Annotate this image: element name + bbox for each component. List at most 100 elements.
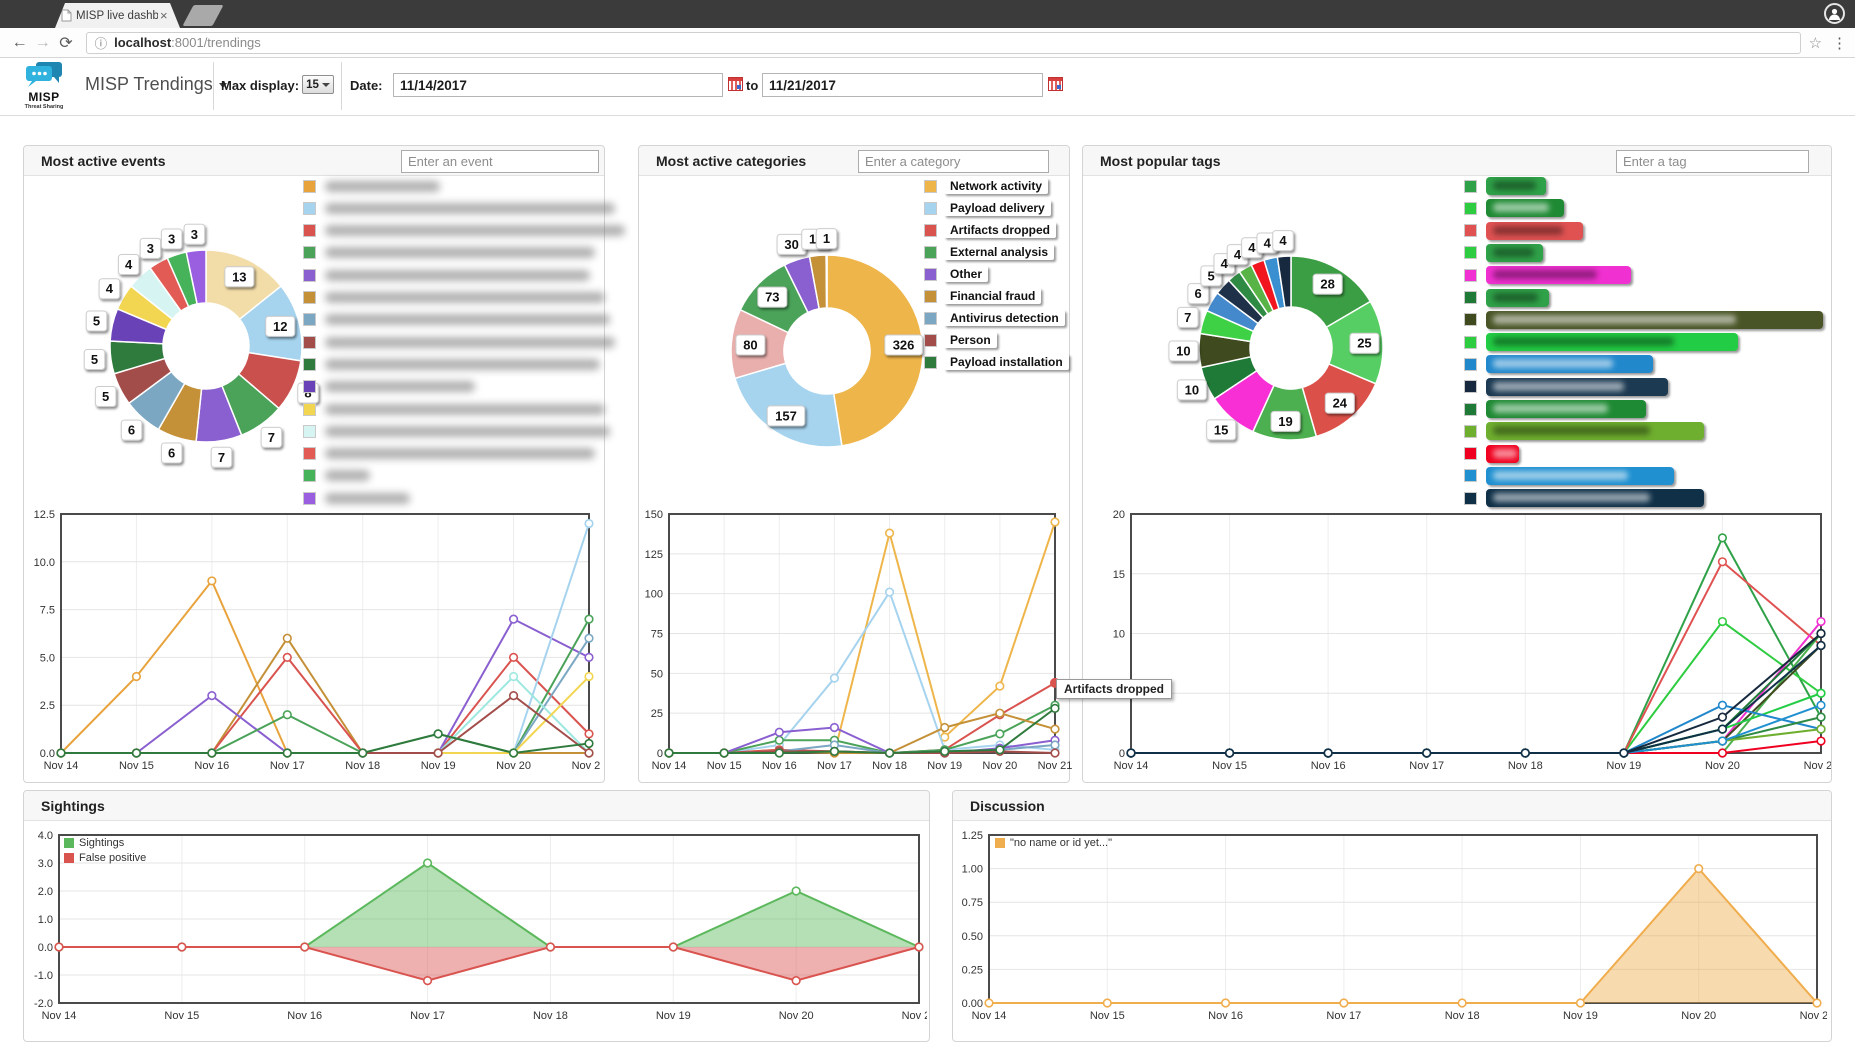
categories-line-chart[interactable]: Nov 14 Nov 15 Nov 16 Nov 17 Nov 18 Nov 19 Nov … xyxy=(641,501,1073,781)
category-legend-item[interactable]: External analysis xyxy=(924,244,1055,260)
page-info-icon[interactable]: ⓘ xyxy=(94,37,108,51)
events-legend-item[interactable] xyxy=(303,223,625,239)
app-title-dropdown[interactable]: MISP Trendings xyxy=(85,74,227,95)
svg-text:6: 6 xyxy=(128,423,135,438)
date-to-input[interactable] xyxy=(762,73,1043,97)
tag-legend-item[interactable] xyxy=(1464,333,1738,352)
legend-item[interactable]: False positive xyxy=(64,852,146,864)
events-legend-item[interactable] xyxy=(303,200,615,216)
forward-button[interactable]: → xyxy=(34,33,51,51)
events-legend-item[interactable] xyxy=(303,423,610,439)
events-legend-item[interactable] xyxy=(303,446,595,462)
tab-title: MISP live dashboard xyxy=(76,9,158,22)
category-legend-item[interactable]: Other xyxy=(924,266,989,282)
tag-legend-item[interactable] xyxy=(1464,199,1564,218)
svg-text:Nov 14: Nov 14 xyxy=(42,1010,77,1022)
category-legend-item[interactable]: Payload delivery xyxy=(924,200,1051,216)
tag-legend-item[interactable] xyxy=(1464,355,1653,374)
calendar-icon[interactable] xyxy=(728,77,743,91)
events-donut-chart[interactable]: 13128776655544333 xyxy=(61,201,361,501)
tab-close-icon[interactable]: × xyxy=(160,8,168,23)
max-display-select[interactable]: 15 xyxy=(302,75,334,94)
tag-legend-item[interactable] xyxy=(1464,310,1823,329)
misp-logo[interactable]: MISP Threat Sharing xyxy=(18,61,70,110)
svg-text:15: 15 xyxy=(1113,569,1125,581)
discussion-area-chart[interactable]: Nov 14 Nov 15 Nov 16 Nov 17 Nov 18 Nov 19 Nov … xyxy=(957,829,1827,1029)
tags-line-chart[interactable]: Nov 14 Nov 15 Nov 16 Nov 17 Nov 18 Nov 19 Nov … xyxy=(1096,501,1831,781)
category-legend-item[interactable]: Artifacts dropped xyxy=(924,222,1057,238)
events-legend-item[interactable] xyxy=(303,267,590,283)
svg-text:-2.0: -2.0 xyxy=(34,998,53,1010)
blurred-event-name xyxy=(325,448,595,460)
sightings-area-chart[interactable]: Nov 14 Nov 15 Nov 16 Nov 17 Nov 18 Nov 19 Nov … xyxy=(29,829,927,1029)
events-legend-item[interactable] xyxy=(303,356,600,372)
date-label: Date: xyxy=(350,78,383,93)
refresh-button[interactable]: ⟳ xyxy=(59,34,73,52)
tag-legend-item[interactable] xyxy=(1464,377,1668,396)
events-legend-item[interactable] xyxy=(303,312,610,328)
tag-legend-item[interactable] xyxy=(1464,266,1631,285)
tag-legend-item[interactable] xyxy=(1464,177,1546,195)
legend-label: "no name or id yet..." xyxy=(1010,837,1112,849)
event-search-input[interactable] xyxy=(401,150,599,173)
blurred-tag-pill xyxy=(1486,288,1549,307)
tag-legend-item[interactable] xyxy=(1464,243,1543,262)
browser-menu-icon[interactable]: ⋮ xyxy=(1832,34,1848,52)
svg-text:5: 5 xyxy=(91,352,98,367)
legend-item[interactable]: Sightings xyxy=(64,837,146,849)
legend-swatch xyxy=(924,355,937,369)
svg-text:Nov 21: Nov 21 xyxy=(572,760,601,772)
calendar-icon[interactable] xyxy=(1048,77,1063,91)
blurred-tag-pill xyxy=(1486,243,1543,262)
tag-legend-item[interactable] xyxy=(1464,221,1583,240)
svg-text:Nov 20: Nov 20 xyxy=(1705,760,1740,772)
tag-legend-item[interactable] xyxy=(1464,444,1519,463)
logo-brand: MISP xyxy=(28,90,60,104)
events-legend-item[interactable] xyxy=(303,379,475,395)
tag-legend-item[interactable] xyxy=(1464,288,1549,307)
panel-title: Most active categories xyxy=(656,153,807,169)
tag-legend-item[interactable] xyxy=(1464,422,1704,441)
category-legend-item[interactable]: Person xyxy=(924,332,997,348)
profile-avatar-icon[interactable] xyxy=(1824,3,1845,24)
events-legend-item[interactable] xyxy=(303,468,370,484)
bookmark-star-icon[interactable]: ☆ xyxy=(1808,34,1823,52)
svg-text:Nov 18: Nov 18 xyxy=(1508,760,1543,772)
new-tab-button[interactable] xyxy=(182,5,224,26)
category-search-input[interactable] xyxy=(858,150,1049,173)
svg-text:0.50: 0.50 xyxy=(962,931,983,943)
svg-text:5: 5 xyxy=(1207,268,1214,283)
svg-text:73: 73 xyxy=(765,290,779,305)
events-legend-item[interactable] xyxy=(303,490,410,506)
category-legend-item[interactable]: Antivirus detection xyxy=(924,310,1065,326)
legend-item[interactable]: "no name or id yet..." xyxy=(995,837,1112,849)
events-legend-item[interactable] xyxy=(303,178,440,194)
blurred-tag-pill xyxy=(1486,177,1546,195)
address-bar[interactable]: ⓘ localhost :8001/trendings xyxy=(85,31,1801,54)
category-legend-item[interactable]: Financial fraud xyxy=(924,288,1042,304)
events-legend-item[interactable] xyxy=(303,245,595,261)
category-legend-item[interactable]: Network activity xyxy=(924,178,1049,194)
browser-tab[interactable]: MISP live dashboard × xyxy=(55,3,180,28)
tag-legend-item[interactable] xyxy=(1464,489,1704,508)
events-line-chart[interactable]: Nov 14 Nov 15 Nov 16 Nov 17 Nov 18 Nov 19 Nov … xyxy=(26,501,601,781)
legend-swatch xyxy=(1464,491,1477,505)
svg-text:50: 50 xyxy=(651,668,663,680)
events-legend-item[interactable] xyxy=(303,401,605,417)
legend-swatch xyxy=(924,311,937,325)
svg-text:Nov 17: Nov 17 xyxy=(270,760,305,772)
events-legend-item[interactable] xyxy=(303,334,615,350)
blurred-tag-pill xyxy=(1486,199,1564,218)
tag-legend-item[interactable] xyxy=(1464,400,1646,418)
category-legend-item[interactable]: Payload installation xyxy=(924,354,1069,370)
back-button[interactable]: ← xyxy=(11,33,28,51)
categories-donut-chart[interactable]: 326157807330191 xyxy=(691,206,981,496)
events-legend-item[interactable] xyxy=(303,290,605,306)
date-from-input[interactable] xyxy=(393,73,723,97)
blurred-event-name xyxy=(325,381,475,393)
blurred-event-name xyxy=(325,336,615,348)
tag-legend-item[interactable] xyxy=(1464,466,1674,485)
legend-swatch xyxy=(1464,201,1477,215)
tag-search-input[interactable] xyxy=(1616,150,1809,173)
